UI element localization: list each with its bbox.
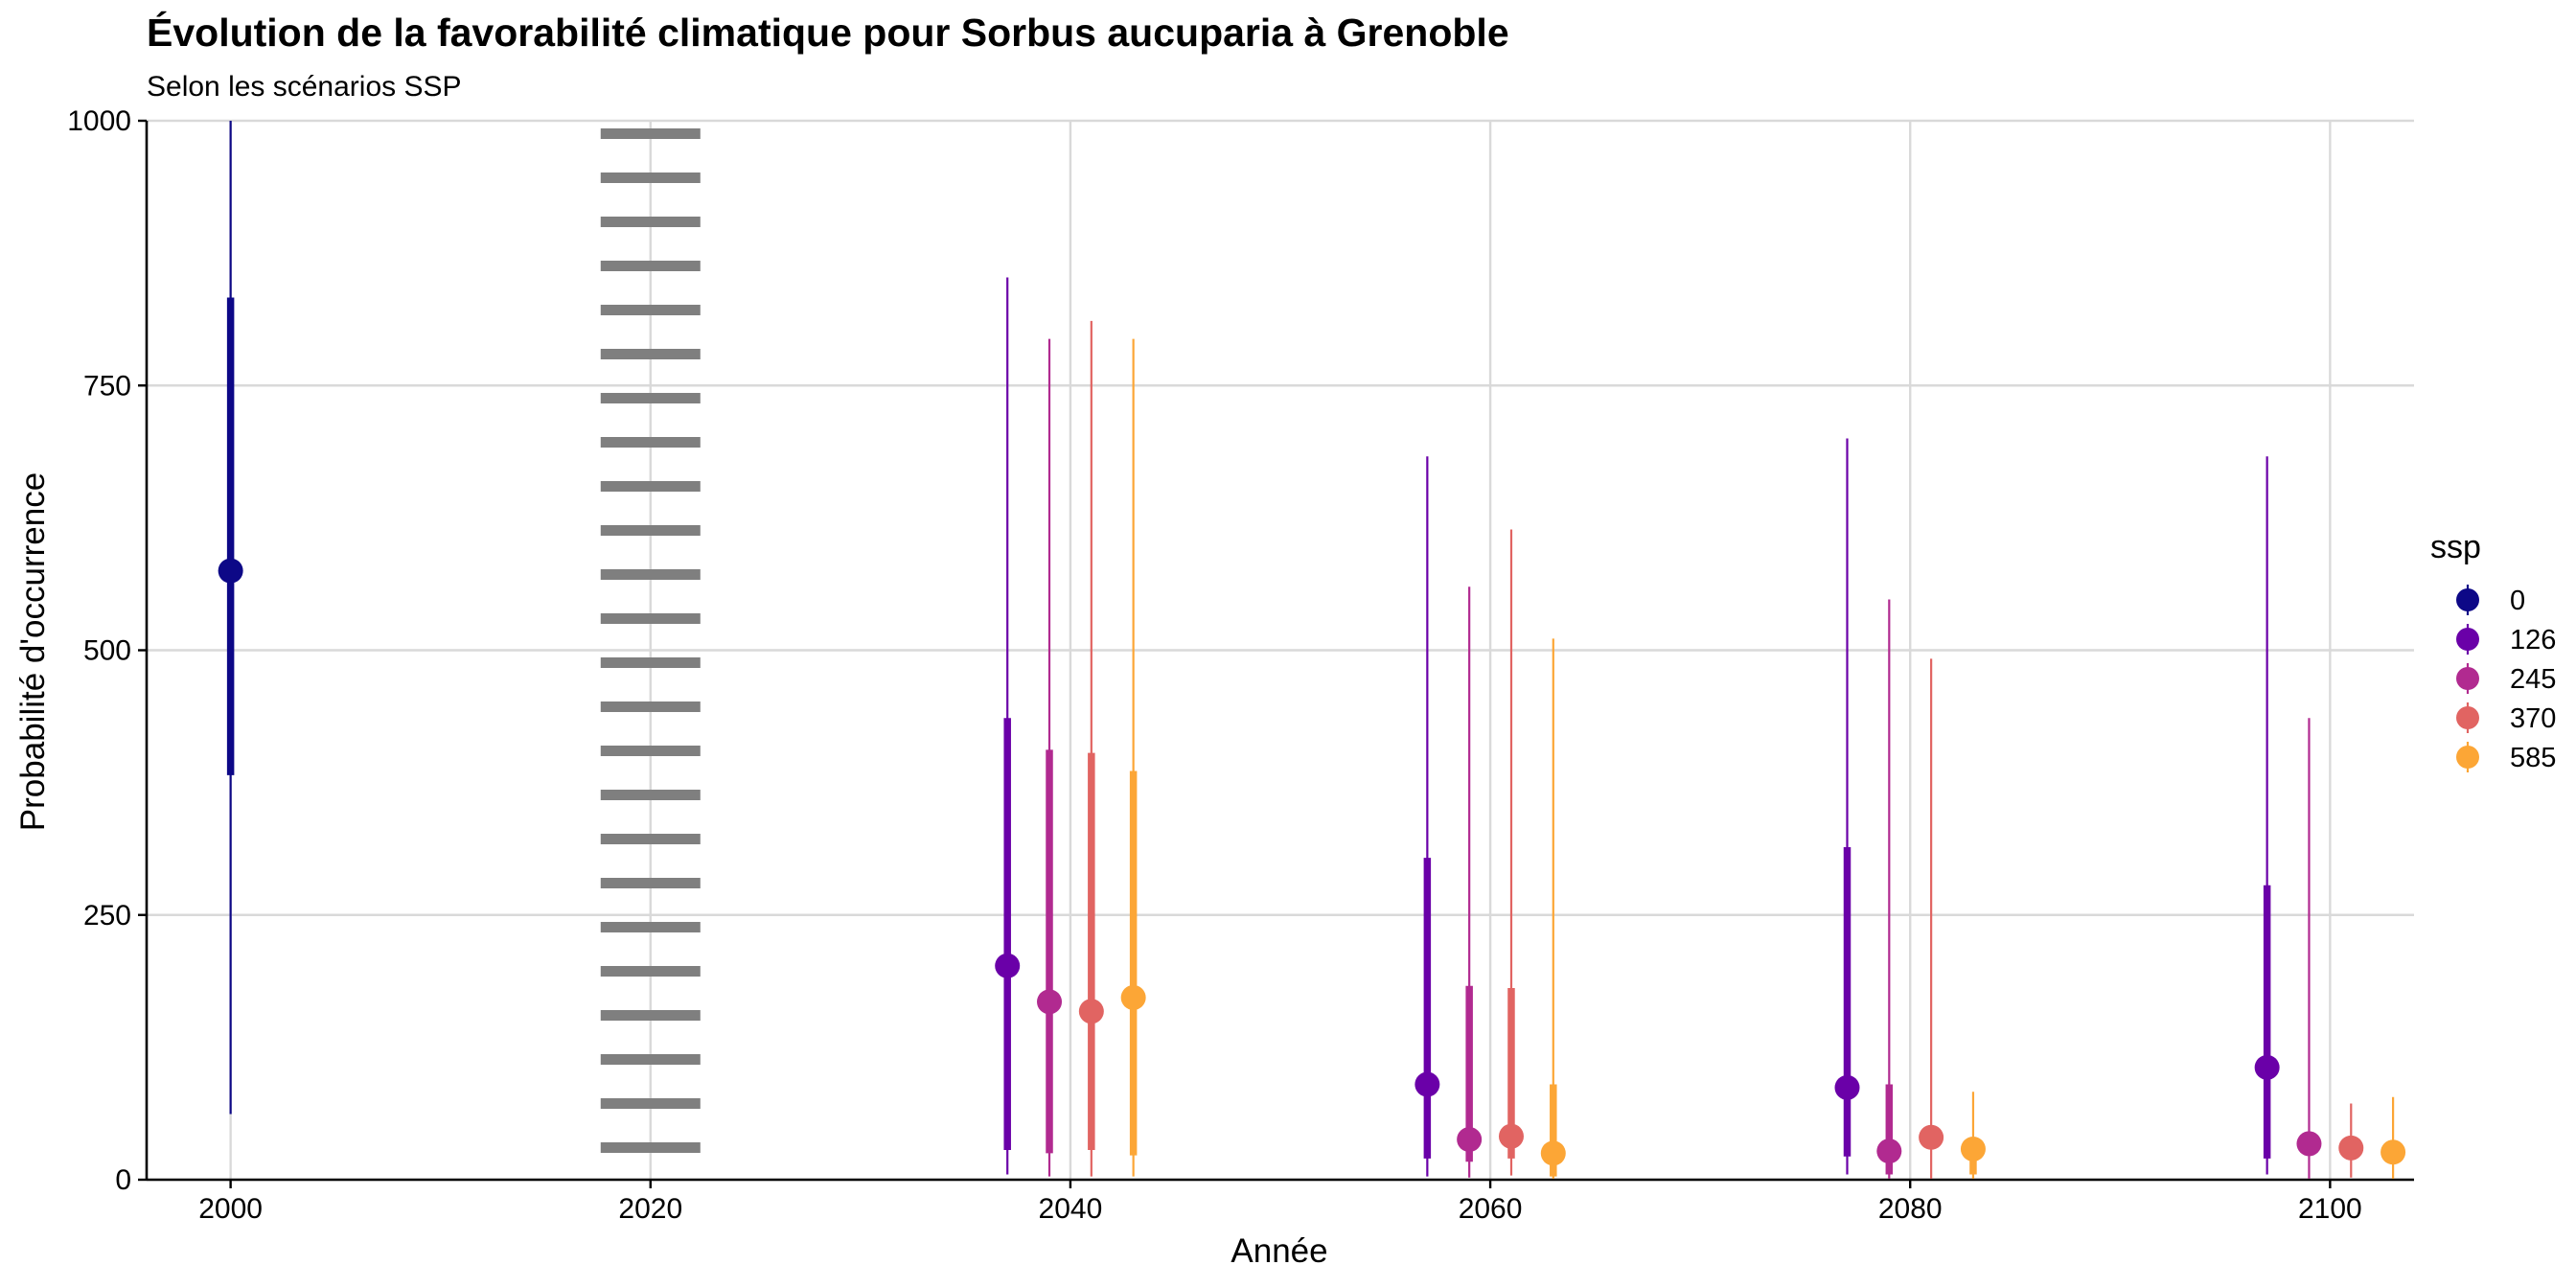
series-370 bbox=[1078, 320, 2364, 1179]
legend-item-0: 0 bbox=[2456, 585, 2525, 616]
legend-label-585: 585 bbox=[2510, 743, 2556, 773]
point-370-2041 bbox=[1078, 999, 1104, 1024]
point-245-2039 bbox=[1037, 989, 1063, 1015]
x-axis-title: Année bbox=[1230, 1232, 1327, 1270]
x-tick-label-2080: 2080 bbox=[1878, 1193, 1943, 1225]
legend-item-370: 370 bbox=[2456, 702, 2556, 734]
x-tick-label-2060: 2060 bbox=[1459, 1193, 1523, 1225]
series-126 bbox=[995, 277, 2280, 1177]
legend-item-585: 585 bbox=[2456, 742, 2556, 773]
legend-key-point-245 bbox=[2456, 667, 2479, 690]
legend-key-point-126 bbox=[2456, 628, 2479, 651]
y-tick-label-500: 500 bbox=[83, 635, 131, 667]
legend-key-point-370 bbox=[2456, 706, 2479, 729]
legend-item-126: 126 bbox=[2456, 624, 2556, 656]
legend-label-126: 126 bbox=[2510, 625, 2556, 656]
x-tick-label-2020: 2020 bbox=[618, 1193, 682, 1225]
point-0-2000 bbox=[218, 558, 243, 584]
point-126-2077 bbox=[1834, 1074, 1860, 1100]
point-126-2037 bbox=[995, 953, 1021, 978]
point-245-2099 bbox=[2296, 1131, 2322, 1157]
legend: ssp 0 126 245 370 585 bbox=[2430, 529, 2556, 773]
legend-label-370: 370 bbox=[2510, 703, 2556, 734]
chart-subtitle: Selon les scénarios SSP bbox=[147, 71, 462, 103]
data-marks bbox=[218, 121, 2406, 1179]
point-245-2059 bbox=[1457, 1127, 1483, 1153]
legend-label-245: 245 bbox=[2510, 664, 2556, 695]
point-585-2043 bbox=[1120, 984, 1146, 1010]
series-585 bbox=[1120, 338, 2406, 1179]
y-tick-label-0: 0 bbox=[115, 1164, 131, 1196]
y-tick-label-1000: 1000 bbox=[67, 105, 131, 137]
series-0 bbox=[218, 121, 243, 1115]
point-585-2103 bbox=[2380, 1139, 2406, 1165]
legend-label-0: 0 bbox=[2510, 586, 2525, 616]
y-tick-label-250: 250 bbox=[83, 900, 131, 932]
chart-title: Évolution de la favorabilité climatique … bbox=[147, 11, 1509, 55]
point-126-2057 bbox=[1414, 1071, 1440, 1097]
point-126-2097 bbox=[2254, 1054, 2280, 1080]
series-245 bbox=[1037, 338, 2322, 1179]
axes: 0 250 500 750 1000 2000 2020 2040 2060 2080 2100 bbox=[67, 105, 2414, 1225]
y-axis-title: Probabilité d'occurrence bbox=[14, 472, 52, 831]
legend-key-point-0 bbox=[2456, 588, 2479, 611]
x-tick-label-2000: 2000 bbox=[198, 1193, 263, 1225]
point-370-2061 bbox=[1498, 1123, 1524, 1149]
point-370-2101 bbox=[2338, 1135, 2364, 1161]
legend-item-245: 245 bbox=[2456, 663, 2556, 695]
point-370-2081 bbox=[1919, 1124, 1944, 1150]
point-245-2079 bbox=[1876, 1138, 1902, 1164]
x-tick-label-2100: 2100 bbox=[2298, 1193, 2362, 1225]
y-tick-label-750: 750 bbox=[83, 370, 131, 402]
legend-key-point-585 bbox=[2456, 746, 2479, 769]
point-585-2063 bbox=[1540, 1140, 1566, 1166]
gridlines bbox=[147, 119, 2414, 1182]
legend-title: ssp bbox=[2430, 529, 2481, 565]
point-585-2083 bbox=[1960, 1136, 1986, 1162]
x-tick-label-2040: 2040 bbox=[1039, 1193, 1103, 1225]
